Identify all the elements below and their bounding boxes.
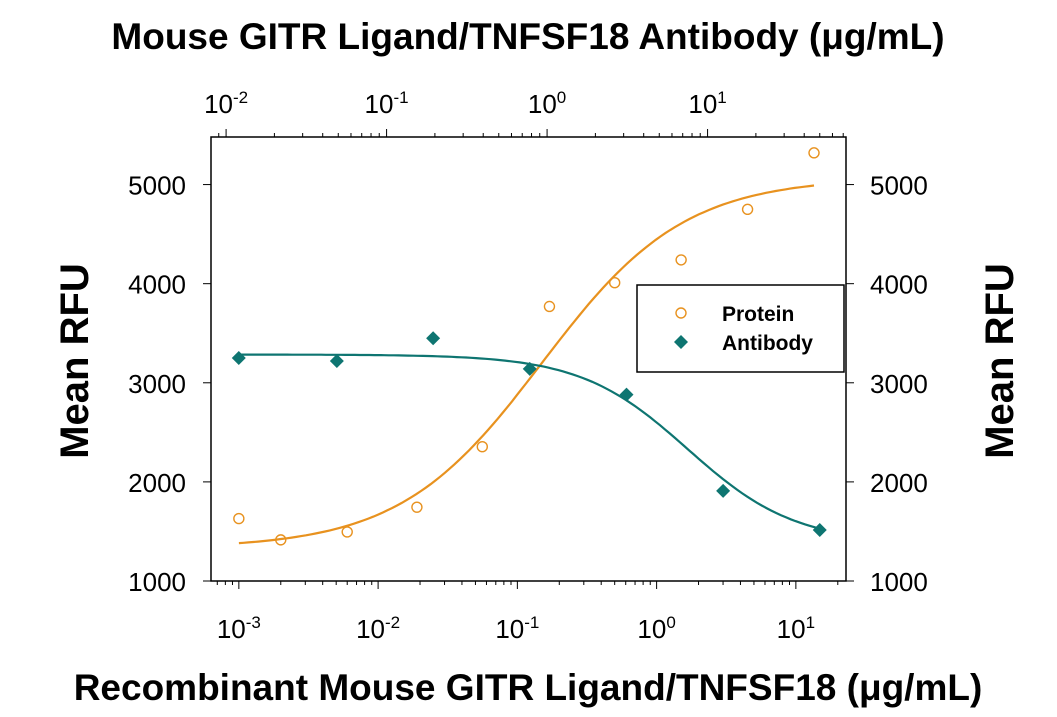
data-point-protein xyxy=(675,254,687,266)
legend-label-antibody: Antibody xyxy=(722,332,813,355)
data-point-protein xyxy=(411,501,423,513)
y-right-tick-label: 1000 xyxy=(870,567,928,597)
legend-box xyxy=(636,284,845,373)
tick-exponent: -1 xyxy=(524,613,539,632)
data-point-antibody xyxy=(716,483,731,498)
tick-base: 10 xyxy=(356,614,385,644)
data-point-antibody xyxy=(812,522,827,537)
x-bottom-tick-label: 101 xyxy=(777,613,815,644)
tick-base: 10 xyxy=(204,89,233,119)
plot-frame xyxy=(210,136,847,582)
y-left-tick-label: 1000 xyxy=(128,567,186,597)
y-right-tick-label: 4000 xyxy=(870,270,928,300)
y-right-tick-label: 3000 xyxy=(870,369,928,399)
tick-base: 10 xyxy=(688,89,717,119)
data-point-protein xyxy=(341,526,353,538)
tick-base: 10 xyxy=(637,614,666,644)
y-left-tick-label: 2000 xyxy=(128,468,186,498)
tick-base: 10 xyxy=(528,89,557,119)
tick-base: 10 xyxy=(365,89,394,119)
data-point-antibody xyxy=(619,387,634,402)
y-axis-label-left: Mean RFU xyxy=(53,263,97,459)
x-bottom-tick-label: 10-2 xyxy=(356,613,400,644)
x-bottom-tick-label: 10-3 xyxy=(217,613,261,644)
data-points xyxy=(231,147,827,546)
legend: Protein Antibody xyxy=(636,284,845,373)
tick-exponent: 1 xyxy=(806,613,815,632)
y-left-tick-label: 4000 xyxy=(128,270,186,300)
legend-marker-protein xyxy=(675,307,687,319)
legend-marker-antibody xyxy=(674,335,688,349)
y-axis-label-right: Mean RFU xyxy=(978,263,1022,459)
data-point-protein xyxy=(741,203,754,216)
data-point-protein xyxy=(608,276,621,289)
x-axis-label: Recombinant Mouse GITR Ligand/TNFSF18 (μ… xyxy=(74,667,983,708)
data-point-protein xyxy=(808,147,820,159)
x-bottom-tick-label: 100 xyxy=(637,613,675,644)
data-point-antibody xyxy=(426,331,441,346)
x-top-tick-label: 101 xyxy=(688,88,726,119)
y-left-tick-label: 5000 xyxy=(128,171,186,201)
data-point-protein xyxy=(543,300,556,313)
tick-exponent: 0 xyxy=(666,613,675,632)
tick-exponent: -2 xyxy=(233,88,248,107)
x-top-tick-label: 100 xyxy=(528,88,566,119)
tick-base: 10 xyxy=(777,614,806,644)
tick-exponent: 1 xyxy=(717,88,726,107)
data-point-protein xyxy=(476,441,488,453)
legend-label-protein: Protein xyxy=(722,303,794,326)
tick-exponent: 0 xyxy=(557,88,566,107)
y-right-tick-label: 5000 xyxy=(870,171,928,201)
y-left-tick-label: 3000 xyxy=(128,369,186,399)
x-bottom-tick-label: 10-1 xyxy=(495,613,539,644)
y-right-tick-label: 2000 xyxy=(870,468,928,498)
data-point-antibody xyxy=(329,353,344,368)
tick-exponent: -3 xyxy=(246,613,261,632)
x-top-tick-label: 10-1 xyxy=(365,88,409,119)
data-point-antibody xyxy=(522,361,537,376)
data-point-protein xyxy=(275,534,287,546)
data-point-protein xyxy=(233,512,245,525)
axis-ticks xyxy=(203,129,854,589)
fit-curve-protein xyxy=(238,184,815,545)
x-top-tick-label: 10-2 xyxy=(204,88,248,119)
tick-exponent: -1 xyxy=(393,88,408,107)
tick-exponent: -2 xyxy=(385,613,400,632)
tick-base: 10 xyxy=(495,614,524,644)
data-point-antibody xyxy=(231,351,246,366)
tick-base: 10 xyxy=(217,614,246,644)
chart-title: Mouse GITR Ligand/TNFSF18 Antibody (μg/m… xyxy=(111,16,944,57)
